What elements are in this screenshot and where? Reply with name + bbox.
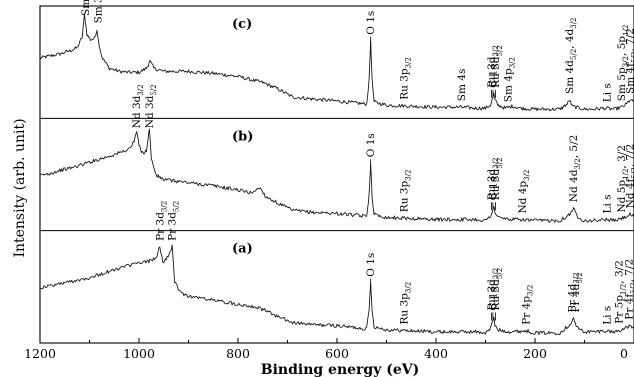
- peak-label: Ru 3p3/2: [398, 57, 412, 100]
- peak-label: Li s: [601, 194, 613, 213]
- spectrum-line: [39, 13, 634, 112]
- peak-label: Sm 3d5/2: [80, 0, 94, 16]
- peak-label: Pr 3d3/2: [154, 201, 168, 241]
- peak-label: Ru 3p3/2: [398, 170, 412, 213]
- peak-label: Nd 4f5/2, 7/2: [625, 144, 634, 209]
- peak-label: Sm 4d5/2, 4d3/2: [564, 18, 578, 95]
- spectrum-line: [39, 244, 634, 336]
- peak-label: C 1s: [487, 64, 499, 87]
- x-tick-label: 200: [523, 346, 547, 361]
- panel-label: (a): [232, 242, 253, 257]
- peak-label: Li s: [601, 306, 613, 325]
- peak-label: O 1s: [365, 253, 377, 277]
- peak-label: Sm 5p3/2, 5p1/2: [616, 25, 630, 102]
- peak-label: Ru 3d3/2: [486, 268, 500, 311]
- panel-a: (a) Pr 3d3/2Pr 3d5/2 O 1s Ru 3p3/2 Ru 3d3/2C…: [39, 201, 634, 336]
- x-tick-label: 0: [620, 346, 628, 361]
- peak-label: O 1s: [365, 11, 377, 35]
- panel-b: (b) Nd 3d3/2Nd 3d5/2 O 1s Ru 3p3/2 Ru 3d3/2C…: [39, 84, 634, 223]
- peak-label: Pr 3d5/2: [167, 201, 181, 241]
- peak-label: Nd 4d3/2, 5/2: [568, 135, 582, 203]
- panel-label: (c): [232, 17, 252, 32]
- peak-label: Pr 4d3/2: [567, 272, 581, 312]
- plot-frame: [39, 5, 634, 344]
- peak-label: Pr 4d5/2: [570, 272, 584, 312]
- peak-label: Ru 3d5/2: [490, 45, 504, 88]
- peak-label: Nd 3d3/2: [131, 84, 145, 128]
- peak-label: Nd 5p1/2, 3/2: [616, 145, 630, 213]
- peak-label: Sm 4s: [456, 69, 468, 102]
- peak-label: C 1s: [487, 177, 499, 200]
- x-tick-label: 600: [325, 346, 349, 361]
- x-tick-label: 1000: [123, 346, 155, 361]
- spectrum-line: [39, 128, 634, 223]
- panels-layer: (c) Sm 3d5/2Sm 3d3/2 O 1s Ru 3p3/2 Sm 4s Ru 3…: [39, 0, 634, 344]
- peak-label: Nd 3d5/2: [144, 84, 158, 128]
- peak-label: Ru 3d3/2: [486, 158, 500, 201]
- peak-label: C 1s: [487, 287, 499, 310]
- peak-label: Sm 4f5/2, 7/2: [625, 28, 634, 94]
- x-tick-label: 400: [424, 346, 448, 361]
- peak-label: Pr 4f5/2, 7/2: [624, 259, 634, 320]
- peak-label: Ru 3d3/2: [486, 45, 500, 88]
- peak-label: Sm 4p3/2: [502, 57, 516, 102]
- y-axis-label: Intensity (arb. unit): [12, 118, 28, 257]
- peak-label: Ru 3d5/2: [490, 158, 504, 201]
- x-tick-label: 800: [226, 346, 250, 361]
- peak-label: Ru 3d5/2: [490, 268, 504, 311]
- peak-label: Pr 4p3/2: [521, 285, 535, 325]
- peak-label: Nd 4p3/2: [517, 170, 531, 214]
- x-axis: 1200 1000 800 600 400 200 0: [24, 338, 634, 361]
- peak-label: Pr 5p1/2, 3/2: [614, 260, 628, 324]
- panel-c: (c) Sm 3d5/2Sm 3d3/2 O 1s Ru 3p3/2 Sm 4s Ru 3…: [39, 0, 634, 112]
- peak-label: Li s: [601, 83, 613, 102]
- peak-label: O 1s: [365, 133, 377, 157]
- peak-label: Sm 3d3/2: [92, 0, 106, 23]
- peak-label: Ru 3p3/2: [398, 282, 412, 325]
- x-tick-label: 1200: [24, 346, 56, 361]
- x-axis-label: Binding energy (eV): [261, 362, 419, 377]
- panel-label: (b): [232, 129, 253, 144]
